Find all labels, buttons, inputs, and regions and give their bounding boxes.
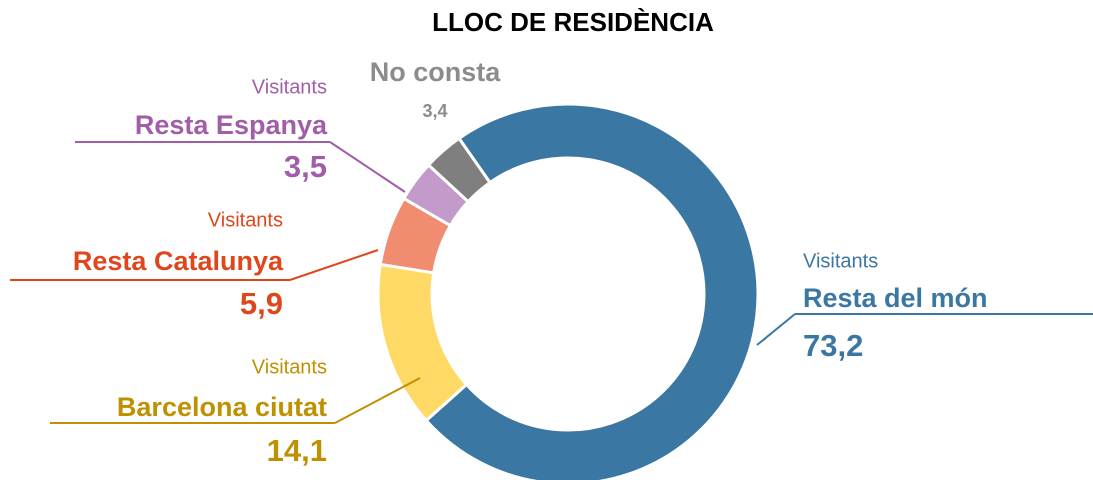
- chart-title: LLOC DE RESIDÈNCIA: [432, 7, 714, 37]
- label-prefix: Visitants: [803, 250, 878, 272]
- category-label: No consta: [370, 57, 502, 87]
- value-label: 73,2: [803, 328, 863, 363]
- leader-line: [756, 313, 796, 346]
- category-label: Barcelona ciutat: [117, 392, 327, 422]
- leader-line: [329, 141, 406, 193]
- donut-slice: [426, 136, 493, 204]
- value-label: 3,5: [284, 149, 327, 184]
- category-label: Resta del món: [803, 283, 988, 313]
- leader-line: [334, 377, 421, 424]
- donut-slice: [376, 262, 469, 423]
- category-label: Resta Espanya: [135, 110, 328, 140]
- category-label: Resta Catalunya: [73, 246, 284, 276]
- label-prefix: Visitants: [208, 209, 283, 231]
- label-prefix: Visitants: [252, 356, 327, 378]
- value-label: 14,1: [267, 433, 327, 468]
- value-label: 3,4: [422, 101, 447, 121]
- donut-slice: [424, 102, 760, 480]
- label-prefix: Visitants: [252, 76, 327, 98]
- leader-line: [289, 249, 379, 281]
- value-label: 5,9: [240, 286, 283, 321]
